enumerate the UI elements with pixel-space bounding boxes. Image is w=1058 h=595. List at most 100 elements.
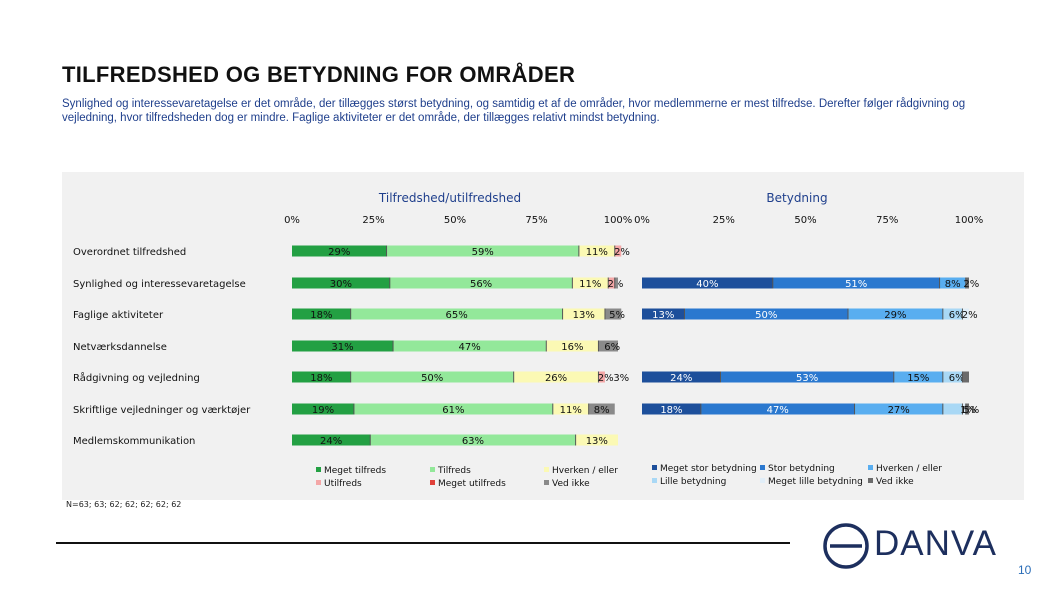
bar-segment: [393, 340, 547, 352]
importance-legend-label: Stor betydning: [768, 464, 835, 474]
tick-label: 25%: [713, 215, 735, 226]
satisfaction-legend-swatch: [544, 467, 549, 472]
satisfaction-legend-swatch: [430, 480, 435, 485]
satisfaction-legend-label: Utilfreds: [324, 479, 362, 489]
category-label: Rådgivning og vejledning: [73, 371, 200, 384]
bar-segment: [942, 308, 963, 320]
category-label: Netværksdannelse: [73, 342, 167, 353]
data-label: 15%: [907, 373, 929, 384]
data-label: 5%: [609, 310, 625, 321]
danva-logo: DANVA: [822, 520, 1004, 569]
data-label: 63%: [462, 436, 484, 447]
category-label: Skriftlige vejledninger og værktøjer: [73, 405, 251, 416]
bar-segment: [588, 403, 615, 415]
importance-legend-label: Hverken / eller: [876, 464, 942, 474]
tick-label: 0%: [284, 215, 300, 226]
bar-segment: [389, 277, 573, 289]
bar-segment: [292, 434, 371, 446]
importance-legend-label: Meget lille betydning: [768, 477, 863, 487]
data-label: 65%: [446, 310, 468, 321]
data-label: 18%: [660, 405, 682, 416]
bar-segment: [942, 371, 963, 383]
bar-segment: [848, 308, 943, 320]
data-label: 50%: [421, 373, 443, 384]
data-label: 18%: [310, 373, 332, 384]
tick-label: 0%: [634, 215, 650, 226]
data-label: 2%: [963, 279, 979, 290]
bar-segment: [562, 308, 605, 320]
data-label: 2%: [962, 310, 978, 321]
bar-segment: [292, 340, 394, 352]
bar-segment: [350, 308, 563, 320]
bar-segment: [513, 371, 599, 383]
bar-segment: [386, 245, 579, 257]
satisfaction-legend-label: Hverken / eller: [552, 466, 618, 476]
satisfaction-legend-label: Ved ikke: [552, 479, 590, 489]
satisfaction-legend-swatch: [316, 467, 321, 472]
bar-segment: [684, 308, 849, 320]
tick-label: 75%: [525, 215, 547, 226]
tick-label: 100%: [955, 215, 984, 226]
data-label: 27%: [888, 405, 910, 416]
bar-segment: [292, 403, 354, 415]
data-label: 6%: [949, 373, 965, 384]
data-label: 2%: [614, 247, 630, 258]
importance-legend-swatch: [868, 465, 873, 470]
data-label: 51%: [845, 279, 867, 290]
data-label: 5%: [963, 405, 979, 416]
importance-legend-label: Ved ikke: [876, 477, 914, 487]
bar-segment: [720, 371, 894, 383]
importance-legend-swatch: [760, 478, 765, 483]
bar-segment: [350, 371, 514, 383]
danva-logo-icon: [823, 523, 869, 569]
data-label: 13%: [586, 436, 608, 447]
bar-segment: [942, 403, 963, 415]
bar-segment: [598, 371, 605, 383]
data-label: 6%: [604, 342, 620, 353]
importance-legend-swatch: [868, 478, 873, 483]
bar-segment: [962, 308, 969, 320]
bar-segment: [642, 308, 685, 320]
bar-segment: [552, 403, 589, 415]
category-label: Overordnet tilfredshed: [73, 247, 186, 258]
bar-segment: [292, 371, 351, 383]
bar-segment: [604, 308, 622, 320]
data-label: 30%: [330, 279, 352, 290]
data-label: 2%: [598, 373, 614, 384]
category-label: Synlighed og interessevaretagelse: [73, 279, 246, 290]
data-label: 6%: [949, 310, 965, 321]
bar-segment: [962, 403, 966, 415]
data-label: 47%: [459, 342, 481, 353]
importance-legend-swatch: [760, 465, 765, 470]
page-number: 10: [1018, 563, 1032, 577]
bar-segment: [572, 277, 609, 289]
data-label: 11%: [560, 405, 582, 416]
tick-label: 25%: [362, 215, 384, 226]
data-label: 47%: [767, 405, 789, 416]
data-label: 26%: [545, 373, 567, 384]
footer-divider: [56, 542, 790, 544]
bar-segment: [292, 245, 387, 257]
data-label: 11%: [586, 247, 608, 258]
data-label: 29%: [884, 310, 906, 321]
data-label: 59%: [472, 247, 494, 258]
bar-segment: [772, 277, 940, 289]
data-label: 29%: [328, 247, 350, 258]
bar-segment: [962, 371, 969, 383]
data-label: 53%: [796, 373, 818, 384]
satisfaction-legend-label: Tilfreds: [437, 466, 471, 476]
bar-segment: [546, 340, 599, 352]
importance-legend-swatch: [652, 478, 657, 483]
satisfaction-legend-swatch: [544, 480, 549, 485]
bar-segment: [575, 434, 618, 446]
data-label: 11%: [579, 279, 601, 290]
bar-segment: [292, 308, 351, 320]
data-label: 18%: [310, 310, 332, 321]
chart-title-satisfaction: Tilfredshed/utilfredshed: [378, 191, 521, 205]
satisfaction-legend-swatch: [430, 467, 435, 472]
bar-segment: [578, 245, 615, 257]
data-label: 16%: [561, 342, 583, 353]
data-label: 8%: [945, 279, 961, 290]
bar-segment: [614, 245, 622, 257]
bar-segment: [642, 403, 701, 415]
